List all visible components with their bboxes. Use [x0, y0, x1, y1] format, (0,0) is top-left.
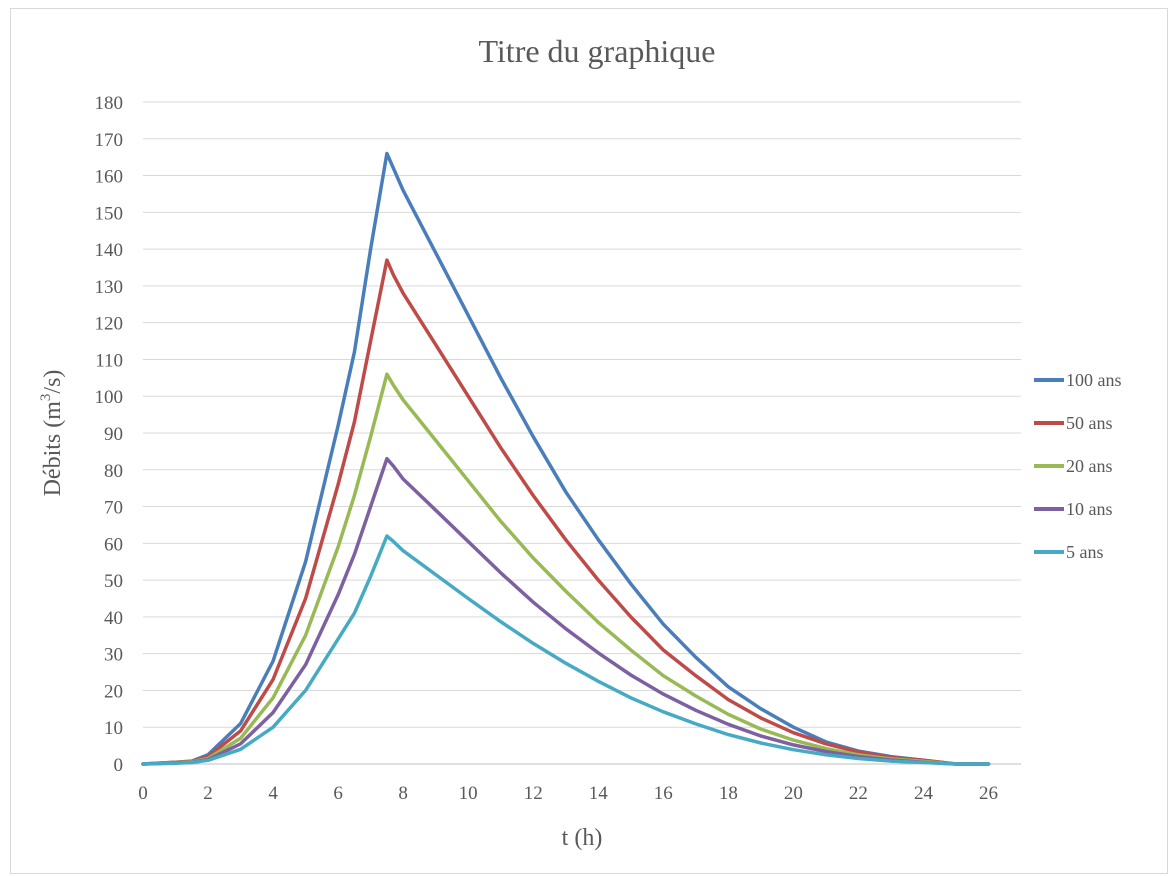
y-tick-label: 160 — [95, 167, 124, 188]
y-axis-label-sup: 3 — [38, 394, 54, 402]
series-lines — [141, 151, 991, 766]
y-axis-label-unit: /s) — [40, 370, 66, 394]
x-tick-label: 6 — [333, 783, 343, 804]
x-axis-label: t (h) — [562, 825, 603, 851]
legend: 100 ans 50 ans 20 ans 10 ans 5 ans — [1034, 370, 1122, 562]
legend-label: 100 ans — [1066, 370, 1122, 390]
series-line — [141, 372, 991, 766]
y-tick-label: 30 — [104, 645, 123, 666]
y-tick-label: 50 — [104, 571, 123, 592]
x-tick-label: 26 — [979, 783, 998, 804]
x-tick-label: 18 — [719, 783, 738, 804]
x-tick-label: 24 — [914, 783, 934, 804]
series-line — [141, 456, 991, 766]
y-axis-label-main: Débits (m — [40, 401, 66, 497]
chart-frame — [10, 8, 1168, 874]
legend-label: 50 ans — [1066, 413, 1113, 433]
x-tick-label: 8 — [398, 783, 408, 804]
y-tick-label: 130 — [95, 277, 124, 298]
y-tick-label: 170 — [95, 130, 124, 151]
x-tick-label: 0 — [138, 783, 148, 804]
x-tick-label: 14 — [589, 783, 609, 804]
gridlines — [143, 101, 1021, 765]
y-tick-label: 60 — [104, 534, 123, 555]
y-tick-labels: 0 10 20 30 40 50 60 70 80 90 100 110 120 130 140 150 160… — [95, 93, 124, 776]
x-tick-label: 16 — [654, 783, 673, 804]
chart-title: Titre du graphique — [478, 33, 715, 69]
y-tick-label: 100 — [95, 387, 124, 408]
x-tick-label: 10 — [459, 783, 478, 804]
y-tick-label: 80 — [104, 461, 123, 482]
legend-label: 20 ans — [1066, 456, 1113, 476]
y-tick-label: 40 — [104, 608, 123, 629]
y-tick-label: 20 — [104, 681, 123, 702]
legend-label: 10 ans — [1066, 499, 1113, 519]
series-line — [141, 534, 991, 766]
y-tick-label: 90 — [104, 424, 123, 445]
x-tick-label: 4 — [268, 783, 278, 804]
x-tick-label: 12 — [524, 783, 543, 804]
y-tick-label: 10 — [104, 718, 123, 739]
x-tick-labels: 0 2 4 6 8 10 12 14 16 18 20 22 24 26 — [138, 783, 998, 804]
y-tick-label: 180 — [95, 93, 124, 114]
y-axis-label: Débits (m3/s) — [38, 370, 66, 497]
y-tick-label: 150 — [95, 203, 124, 224]
series-line — [141, 258, 991, 766]
y-tick-label: 110 — [95, 350, 123, 371]
x-tick-label: 20 — [784, 783, 803, 804]
legend-label: 5 ans — [1066, 542, 1104, 562]
y-tick-label: 0 — [114, 755, 124, 776]
y-tick-label: 140 — [95, 240, 124, 261]
x-tick-label: 22 — [849, 783, 868, 804]
series-line — [141, 151, 991, 766]
x-tick-label: 2 — [203, 783, 213, 804]
y-tick-label: 70 — [104, 498, 123, 519]
y-tick-label: 120 — [95, 314, 124, 335]
